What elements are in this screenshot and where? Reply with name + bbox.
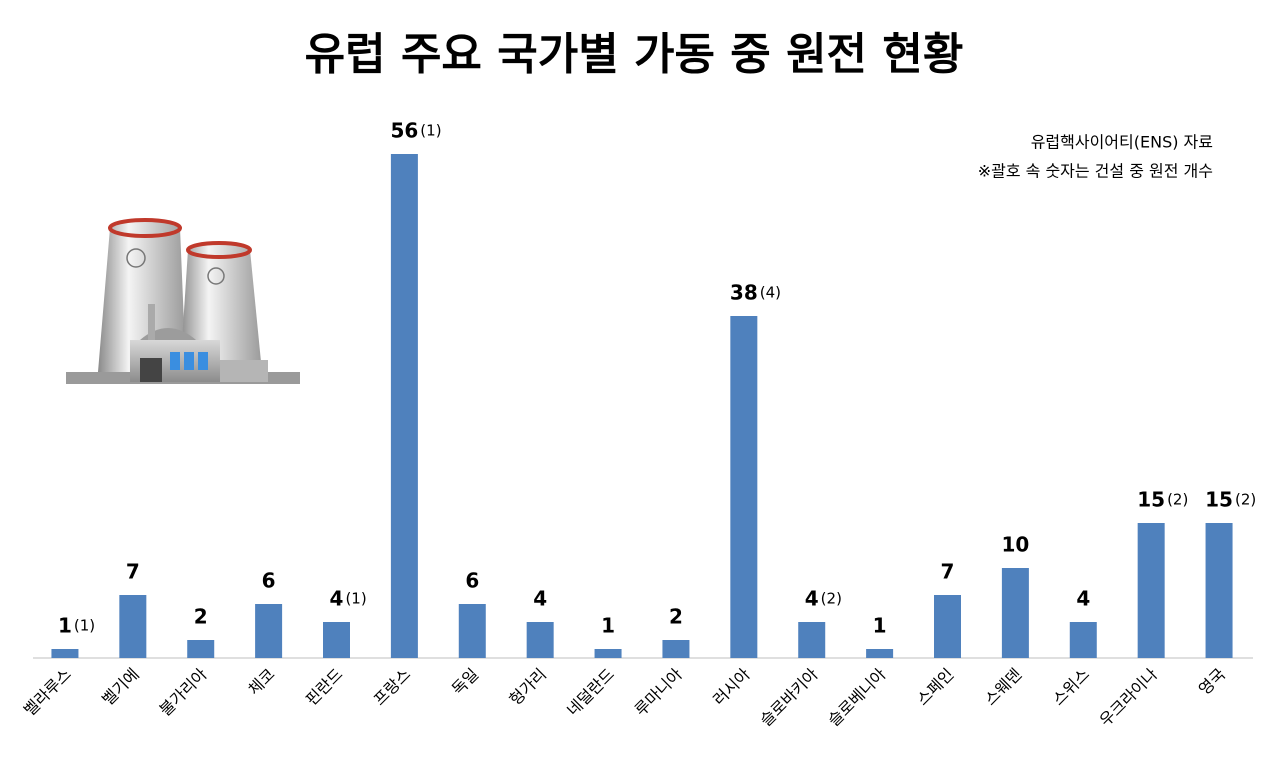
construction-label: (2)	[821, 590, 842, 608]
bar	[1137, 523, 1165, 658]
bar	[526, 622, 554, 658]
bar	[255, 604, 283, 658]
bar	[730, 316, 758, 658]
x-tick-label: 스웨덴	[981, 665, 1026, 710]
value-label: 10	[1001, 533, 1029, 557]
x-tick-label: 벨기에	[98, 665, 143, 710]
x-tick-label: 영국	[1195, 665, 1229, 699]
bar	[934, 595, 961, 658]
bar	[458, 604, 486, 658]
x-tick-label: 프랑스	[370, 665, 415, 710]
bar	[866, 649, 894, 658]
source-note: 유럽핵사이어티(ENS) 자료	[1031, 133, 1213, 152]
value-label: 38	[730, 281, 758, 305]
construction-label: (1)	[420, 122, 441, 140]
bar	[323, 622, 350, 658]
x-tick-label: 스위스	[1049, 665, 1094, 710]
x-tick-label: 슬로베니아	[824, 664, 890, 730]
x-tick-label: 벨라루스	[20, 665, 75, 720]
bar	[390, 154, 418, 658]
bar	[798, 622, 826, 658]
chart-title: 유럽 주요 국가별 가동 중 원전 현황	[305, 29, 964, 80]
value-label: 56	[390, 119, 418, 143]
x-tick-label: 불가리아	[156, 664, 211, 719]
value-label: 2	[669, 605, 683, 629]
value-label: 15	[1205, 488, 1233, 512]
construction-label: (4)	[760, 284, 781, 302]
x-tick-label: 체코	[244, 665, 278, 699]
bar	[187, 640, 215, 658]
x-tick-label: 우크라이나	[1096, 664, 1162, 730]
footnote: ※괄호 속 숫자는 건설 중 원전 개수	[978, 162, 1213, 181]
value-label: 1	[601, 614, 615, 638]
construction-label: (1)	[345, 590, 366, 608]
x-tick-label: 네덜란드	[563, 665, 618, 720]
value-label: 1	[58, 614, 72, 638]
bar	[662, 640, 690, 658]
bar	[1069, 622, 1097, 658]
bar	[1205, 523, 1233, 658]
bar	[51, 649, 79, 658]
value-label: 4	[330, 587, 344, 611]
value-label: 15	[1137, 488, 1165, 512]
value-label: 1	[873, 614, 887, 638]
x-tick-label: 헝가리	[506, 665, 551, 710]
bar	[594, 649, 622, 658]
value-label: 4	[805, 587, 819, 611]
x-tick-label: 핀란드	[302, 665, 347, 710]
construction-label: (1)	[74, 617, 95, 635]
construction-label: (2)	[1167, 491, 1188, 509]
value-label: 7	[941, 560, 955, 584]
value-label: 6	[465, 569, 479, 593]
value-label: 6	[262, 569, 276, 593]
bar	[119, 595, 147, 658]
x-tick-label: 독일	[448, 665, 482, 699]
value-label: 7	[126, 560, 140, 584]
value-label: 4	[1076, 587, 1090, 611]
x-tick-label: 스페인	[913, 665, 958, 710]
x-tick-label: 루마니아	[631, 664, 686, 719]
value-label: 4	[533, 587, 547, 611]
x-tick-label: 슬로바키아	[756, 664, 822, 730]
power-plant-icon	[66, 218, 300, 384]
value-label: 2	[194, 605, 208, 629]
construction-label: (2)	[1235, 491, 1256, 509]
x-tick-label: 러시아	[709, 664, 754, 709]
bar	[1001, 568, 1029, 658]
